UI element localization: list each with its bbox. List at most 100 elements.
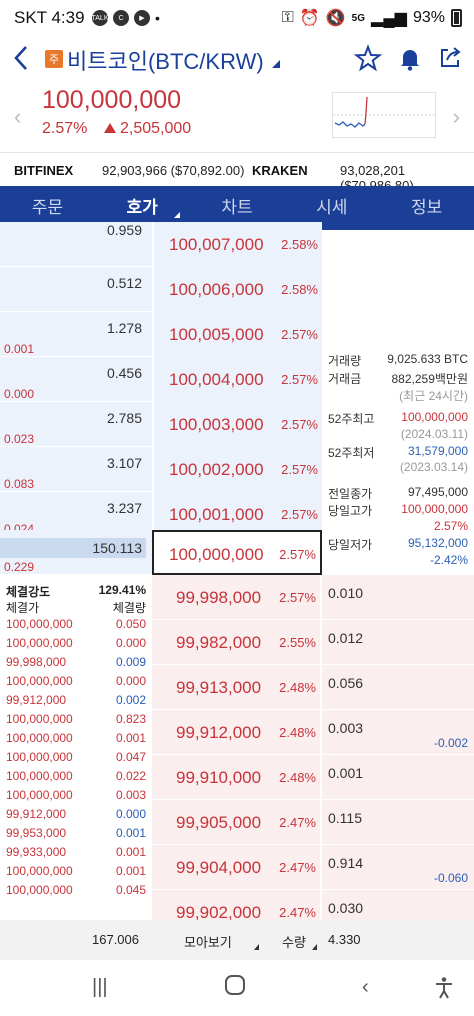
back-icon[interactable]: ‹ (362, 976, 369, 998)
ask-percent: 2.57% (281, 372, 318, 387)
ask-row[interactable]: 3.107 0.083 100,002,000 2.57% (0, 447, 322, 492)
unit-button[interactable]: 수량 (282, 935, 306, 950)
trade-row: 100,000,000 0.003 (6, 788, 146, 807)
bid-percent: 2.47% (279, 815, 316, 830)
ask-change: 0.023 (4, 432, 35, 446)
current-price: 100,000,000 (42, 86, 182, 114)
tab-order[interactable]: 주문 (31, 198, 64, 217)
mini-chart[interactable] (332, 92, 437, 138)
title-dropdown-icon[interactable] (272, 60, 280, 68)
signal-icon: ▂▄▆ (371, 10, 407, 27)
tab-info[interactable]: 정보 (410, 198, 443, 217)
ask-percent: 2.57% (281, 507, 318, 522)
bid-change: -0.002 (433, 736, 468, 750)
ask-percent: 2.57% (281, 417, 318, 432)
bid-row[interactable]: 99,913,000 2.48% 0.056 (152, 665, 474, 710)
group-button[interactable]: 모아보기 (184, 935, 232, 950)
next-coin-icon[interactable]: › (452, 104, 460, 129)
bid-qty: 0.030 (328, 900, 364, 916)
ask-qty: 0.512 (106, 275, 142, 291)
group-dropdown-icon[interactable] (254, 944, 259, 950)
app-header: 주 비트코인(BTC/KRW) (0, 36, 474, 82)
bid-price-cell: 99,910,000 2.48% (152, 755, 322, 800)
network-label: 5G (351, 12, 366, 24)
ask-row[interactable]: 2.785 0.023 100,003,000 2.57% (0, 402, 322, 447)
trade-row: 100,000,000 0.823 (6, 712, 146, 731)
share-icon[interactable] (438, 44, 466, 72)
bell-icon[interactable] (396, 44, 424, 72)
trade-qty: 0.000 (115, 807, 146, 821)
ask-row[interactable]: 1.278 0.001 100,005,000 2.57% (0, 312, 322, 357)
ask-qty: 3.107 (106, 455, 142, 471)
status-time: SKT 4:39 (14, 8, 85, 27)
ask-change: 0.229 (4, 560, 35, 574)
bid-row[interactable]: 99,904,000 2.47% 0.914 -0.060 (152, 845, 474, 890)
battery-percent: 93% (412, 9, 445, 26)
tab-chart[interactable]: 차트 (221, 198, 253, 217)
coin-title[interactable]: 비트코인(BTC/KRW) (67, 49, 264, 74)
bid-row[interactable]: 99,905,000 2.47% 0.115 (152, 800, 474, 845)
ask-row[interactable]: 0.959 100,007,000 2.58% (0, 222, 322, 267)
status-bar: SKT 4:39 TALK C ▶ • ⚿ ⏰ 🔇 5G ▂▄▆ 93% (0, 0, 474, 36)
notification-icons: TALK C ▶ • (92, 10, 160, 26)
tab-quotes[interactable]: 시세 (316, 198, 348, 217)
exchange-name-2: KRAKEN (252, 163, 308, 178)
trade-row: 100,000,000 0.047 (6, 750, 146, 769)
bid-price-cell: 99,982,000 2.55% (152, 620, 322, 665)
trade-qty: 0.000 (115, 636, 146, 650)
ask-qty: 3.237 (106, 500, 142, 516)
ask-price-cell: 100,001,000 2.57% (152, 492, 322, 537)
ask-qty: 0.456 (106, 365, 142, 381)
change-amount-wrap: 2,505,000 (104, 120, 191, 138)
bid-qty: 0.056 (328, 675, 364, 691)
trade-qty: 0.047 (115, 750, 146, 764)
bid-qty: 0.010 (328, 585, 364, 601)
bid-percent: 2.55% (279, 635, 316, 650)
star-icon[interactable] (353, 44, 383, 72)
ask-row[interactable]: 0.512 100,006,000 2.58% (0, 267, 322, 312)
system-nav-bar: ||| ‹ (0, 960, 474, 1016)
ask-percent: 2.57% (281, 327, 318, 342)
trade-row: 99,912,000 0.000 (6, 807, 146, 826)
ask-price-cell: 100,007,000 2.58% (152, 222, 322, 267)
ask-change: 0.000 (4, 387, 35, 401)
exchange-value-1: 92,903,966 ($70,892.00) (102, 163, 245, 178)
ask-row[interactable]: 0.456 0.000 100,004,000 2.57% (0, 357, 322, 402)
trade-row: 100,000,000 0.001 (6, 731, 146, 750)
bid-price-cell: 99,998,000 2.57% (152, 575, 322, 620)
bid-price-cell: 99,904,000 2.47% (152, 845, 322, 890)
unit-dropdown-icon[interactable] (312, 944, 317, 950)
bid-price-cell: 99,913,000 2.48% (152, 665, 322, 710)
volume-bar (0, 538, 146, 558)
bid-row[interactable]: 99,912,000 2.48% 0.003 -0.002 (152, 710, 474, 755)
trade-qty: 0.001 (115, 826, 146, 840)
trade-qty: 0.002 (115, 693, 146, 707)
trade-price: 100,000,000 (6, 883, 73, 897)
battery-icon (451, 9, 462, 27)
accessibility-icon[interactable] (434, 976, 454, 1006)
prev-coin-icon[interactable]: ‹ (14, 104, 22, 129)
trade-price: 100,000,000 (6, 674, 73, 688)
home-icon[interactable] (224, 974, 246, 1002)
ask-price-cell: 100,004,000 2.57% (152, 357, 322, 402)
trade-qty: 0.001 (115, 864, 146, 878)
trade-row: 99,998,000 0.009 (6, 655, 146, 674)
ask-total: 167.006 (92, 932, 139, 947)
back-arrow-icon[interactable] (12, 44, 40, 74)
ask-row[interactable]: 3.237 0.024 100,001,000 2.57% (0, 492, 322, 537)
bid-qty: 0.914 (328, 855, 364, 871)
trade-price: 100,000,000 (6, 769, 73, 783)
ask-price-cell: 100,003,000 2.57% (152, 402, 322, 447)
tab-bar: 주문 호가 차트 시세 정보 (0, 186, 474, 230)
bid-row[interactable]: 99,982,000 2.55% 0.012 (152, 620, 474, 665)
bid-row[interactable]: 99,998,000 2.57% 0.010 (152, 575, 474, 620)
trade-price: 99,953,000 (6, 826, 67, 840)
trade-row: 100,000,000 0.000 (6, 636, 146, 655)
bid-percent: 2.48% (279, 725, 316, 740)
bid-row[interactable]: 99,910,000 2.48% 0.001 (152, 755, 474, 800)
bid-section: 체결강도 129.41% 체결가 체결량 100,000,000 0.050 100,0… (0, 575, 474, 935)
tab-orderbook[interactable]: 호가 (95, 186, 190, 230)
ask-row-current[interactable]: 150.113 0.229 100,000,000 2.57% (0, 530, 322, 575)
bid-percent: 2.57% (279, 590, 316, 605)
recent-apps-icon[interactable]: ||| (92, 976, 108, 998)
